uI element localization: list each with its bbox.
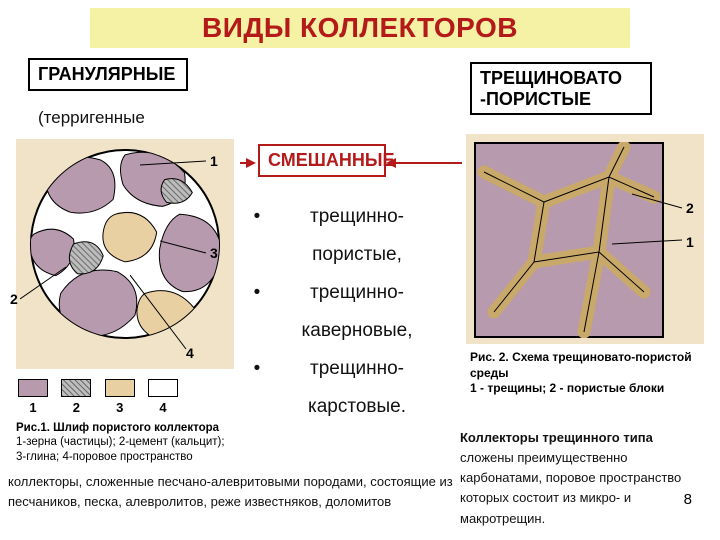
- category-mixed: СМЕШАННЫЕ: [258, 144, 386, 177]
- title-band: ВИДЫ КОЛЛЕКТОРОВ: [90, 8, 630, 48]
- figure-1: 1 3 2 4 1 2 3 4 Рис.1. Шлиф пористого ко…: [10, 135, 240, 465]
- fig1-callout: 2: [10, 291, 18, 307]
- fig1-callout: 3: [210, 245, 218, 261]
- category-granular: ГРАНУЛЯРНЫЕ: [28, 58, 188, 91]
- figure-2: 2 1 Рис. 2. Схема трещиновато-пористой с…: [462, 130, 708, 420]
- category-granular-sub: (терригенные: [38, 108, 145, 128]
- desc-fractured: Коллекторы трещинного типа сложены преим…: [460, 428, 710, 529]
- fig1-caption: Рис.1. Шлиф пористого коллектора 1-зерна…: [16, 421, 236, 464]
- fig2-callout: 2: [686, 200, 694, 216]
- mixed-item: трещинно-пористые,: [266, 198, 448, 274]
- mixed-sublist: •трещинно-пористые, •трещинно-каверновые…: [248, 198, 448, 426]
- mixed-item: трещинно-карстовые.: [266, 350, 448, 426]
- fig2-caption: Рис. 2. Схема трещиновато-пористой среды…: [470, 350, 702, 397]
- desc-granular: коллекторы, сложенные песчано-алевритовы…: [8, 472, 458, 512]
- fig2-callout: 1: [686, 234, 694, 250]
- page-number: 8: [684, 491, 692, 508]
- page-title: ВИДЫ КОЛЛЕКТОРОВ: [202, 12, 518, 44]
- fig1-legend: 1 2 3 4: [18, 379, 232, 417]
- category-fractured: ТРЕЩИНОВАТО -ПОРИСТЫЕ: [470, 62, 652, 115]
- mixed-item: трещинно-каверновые,: [266, 274, 448, 350]
- fig1-callout: 1: [210, 153, 218, 169]
